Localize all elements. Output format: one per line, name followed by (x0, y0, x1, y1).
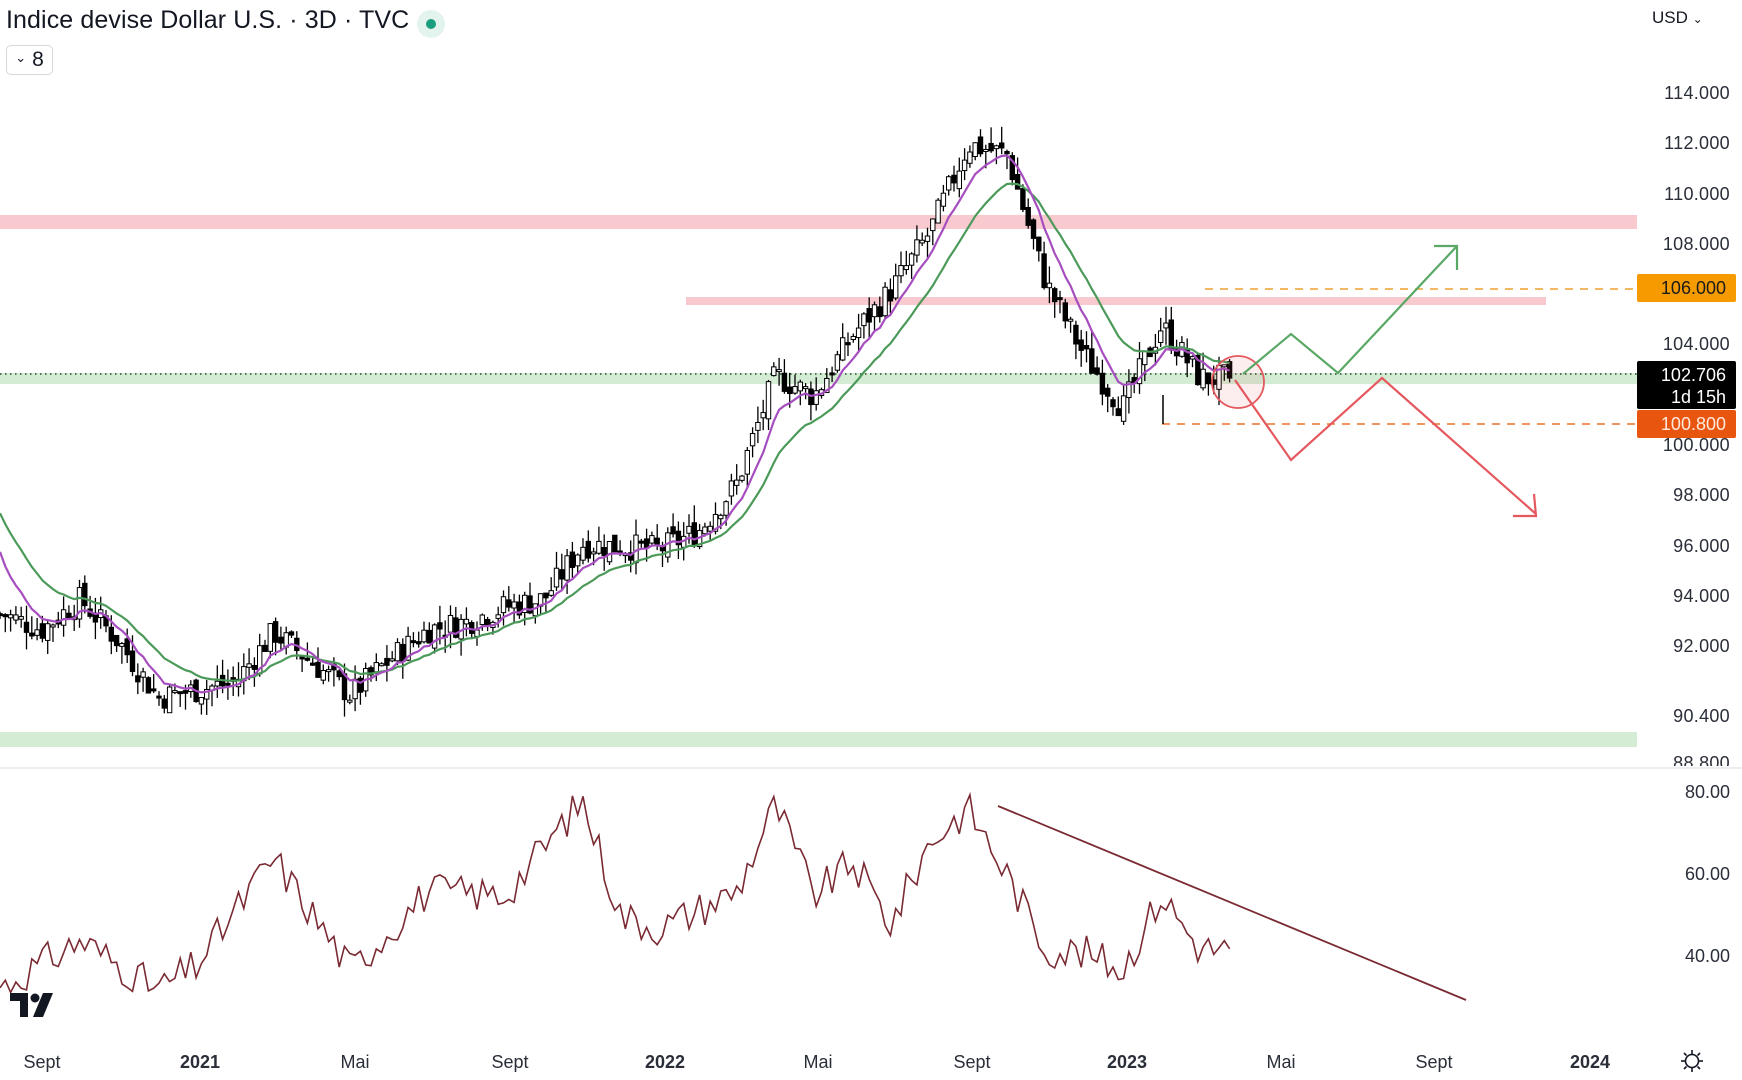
time-axis-label: 2022 (644, 1052, 686, 1072)
time-axis-label: Sept (1415, 1052, 1453, 1072)
rsi-trendline[interactable] (997, 805, 1467, 1001)
price-axis-label: 90.400 (1673, 706, 1730, 726)
price-axis-label: 112.000 (1664, 133, 1730, 154)
indicators-collapse-button[interactable]: ⌄ 8 (6, 45, 53, 75)
support-zone-current[interactable] (0, 373, 1637, 384)
candles-series (0, 126, 1233, 717)
chevron-down-icon: ⌄ (1692, 12, 1703, 26)
time-axis-label: 2023 (1106, 1052, 1148, 1072)
price-axis-label: 114.000 (1664, 83, 1730, 103)
price-axis-label: 96.000 (1673, 535, 1730, 556)
rsi-axis-80: 80.00 (1684, 782, 1730, 802)
resistance-zone-upper[interactable] (0, 215, 1637, 229)
bullish-scenario-path[interactable] (1242, 245, 1458, 375)
market-status-icon[interactable] (417, 10, 445, 38)
time-axis-label: 2021 (179, 1052, 221, 1072)
indicators-count: 8 (32, 48, 44, 71)
price-axis-label: 100.000 (1662, 434, 1730, 455)
currency-selector[interactable]: USD ⌄ (1652, 8, 1703, 28)
last-price-tag: 102.706 1d 15h (1637, 361, 1736, 409)
price-axis-label: 92.000 (1673, 636, 1730, 657)
time-axis-label: Sept (953, 1052, 991, 1072)
ema-slow-line (0, 182, 1230, 682)
price-axis-label: 98.000 (1673, 485, 1730, 506)
bullish-arrow-head (1434, 244, 1459, 270)
tradingview-logo-icon[interactable] (10, 993, 58, 1019)
last-price-value: 102.706 (1660, 365, 1726, 385)
ema-fast-line (0, 154, 1231, 694)
resistance-price-tag: 106.000 (1637, 274, 1736, 302)
price-axis-label: 88.800 (1673, 753, 1730, 766)
time-axis-label: Mai (1266, 1052, 1296, 1072)
highlight-circle[interactable] (1211, 355, 1265, 409)
time-axis-label: Sept (491, 1052, 529, 1072)
chevron-down-icon: ⌄ (15, 50, 27, 65)
time-axis-label: Mai (340, 1052, 370, 1072)
chart-title[interactable]: Indice devise Dollar U.S. · 3D · TVC (6, 6, 410, 34)
time-axis-label: Sept (23, 1052, 61, 1072)
time-axis-label: Mai (803, 1052, 833, 1072)
theme-settings-icon[interactable] (1680, 1049, 1704, 1073)
resistance-zone-lower[interactable] (686, 297, 1546, 305)
bar-countdown: 1d 15h (1670, 387, 1726, 407)
support-zone-bottom[interactable] (0, 732, 1637, 747)
support-price-tag: 100.800 (1637, 410, 1736, 438)
price-axis-label: 94.000 (1673, 585, 1730, 606)
price-axis-label: 110.000 (1664, 183, 1730, 204)
price-axis-label: 104.000 (1662, 334, 1730, 355)
rsi-axis-40: 40.00 (1684, 946, 1730, 966)
rsi-axis-60: 60.00 (1684, 864, 1730, 884)
rsi-line (0, 791, 1231, 995)
bearish-arrow-head (1513, 493, 1538, 518)
price-axis-label: 108.000 (1662, 233, 1730, 254)
bearish-scenario-path[interactable] (1234, 376, 1537, 515)
time-axis-label: 2024 (1569, 1052, 1611, 1072)
currency-label: USD (1652, 8, 1688, 27)
